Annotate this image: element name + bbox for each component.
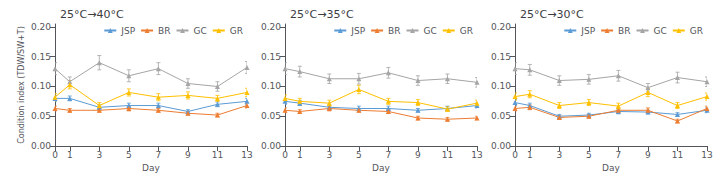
svg-text:11: 11: [212, 150, 223, 160]
svg-text:JSP: JSP: [350, 26, 365, 36]
svg-text:1: 1: [67, 150, 73, 160]
svg-text:0.20: 0.20: [491, 22, 511, 32]
svg-text:3: 3: [556, 150, 562, 160]
svg-text:GR: GR: [230, 26, 243, 36]
svg-text:3: 3: [326, 150, 332, 160]
svg-text:0.15: 0.15: [491, 52, 511, 62]
svg-text:GC: GC: [654, 26, 667, 36]
svg-text:7: 7: [156, 150, 162, 160]
svg-text:9: 9: [185, 150, 191, 160]
svg-text:3: 3: [96, 150, 102, 160]
svg-text:0.15: 0.15: [261, 52, 281, 62]
svg-text:13: 13: [701, 150, 712, 160]
svg-text:Day: Day: [142, 163, 160, 173]
svg-text:0.05: 0.05: [31, 111, 51, 121]
svg-text:BR: BR: [158, 26, 170, 36]
svg-text:GC: GC: [194, 26, 207, 36]
svg-text:9: 9: [415, 150, 421, 160]
svg-text:Day: Day: [372, 163, 390, 173]
svg-text:0.05: 0.05: [491, 111, 511, 121]
svg-text:GR: GR: [460, 26, 473, 36]
svg-text:JSP: JSP: [580, 26, 595, 36]
svg-text:BR: BR: [618, 26, 630, 36]
svg-text:BR: BR: [388, 26, 400, 36]
svg-text:0.00: 0.00: [491, 141, 511, 151]
svg-text:5: 5: [356, 150, 362, 160]
svg-text:5: 5: [126, 150, 132, 160]
svg-text:GR: GR: [690, 26, 703, 36]
svg-text:0.10: 0.10: [261, 81, 281, 91]
svg-text:5: 5: [586, 150, 592, 160]
svg-text:7: 7: [616, 150, 622, 160]
svg-text:GC: GC: [424, 26, 437, 36]
svg-text:11: 11: [672, 150, 683, 160]
svg-text:0.20: 0.20: [31, 22, 51, 32]
svg-text:0.20: 0.20: [261, 22, 281, 32]
svg-text:0.00: 0.00: [261, 141, 281, 151]
svg-text:1: 1: [297, 150, 303, 160]
svg-text:11: 11: [442, 150, 453, 160]
svg-text:0: 0: [282, 150, 288, 160]
svg-text:0: 0: [52, 150, 58, 160]
svg-text:0.00: 0.00: [31, 141, 51, 151]
svg-text:0.10: 0.10: [31, 81, 51, 91]
svg-text:25°C→40°C: 25°C→40°C: [60, 8, 124, 21]
svg-text:0.05: 0.05: [261, 111, 281, 121]
svg-text:Condition index (TDW/SW+T): Condition index (TDW/SW+T): [17, 26, 26, 144]
svg-text:25°C→35°C: 25°C→35°C: [290, 8, 354, 21]
svg-text:1: 1: [527, 150, 533, 160]
svg-text:JSP: JSP: [120, 26, 135, 36]
svg-text:13: 13: [241, 150, 252, 160]
svg-text:7: 7: [386, 150, 392, 160]
svg-text:0.15: 0.15: [31, 52, 51, 62]
svg-text:Day: Day: [602, 163, 620, 173]
svg-text:0: 0: [512, 150, 518, 160]
svg-text:9: 9: [645, 150, 651, 160]
svg-text:25°C→30°C: 25°C→30°C: [520, 8, 584, 21]
svg-text:13: 13: [471, 150, 482, 160]
svg-text:0.10: 0.10: [491, 81, 511, 91]
